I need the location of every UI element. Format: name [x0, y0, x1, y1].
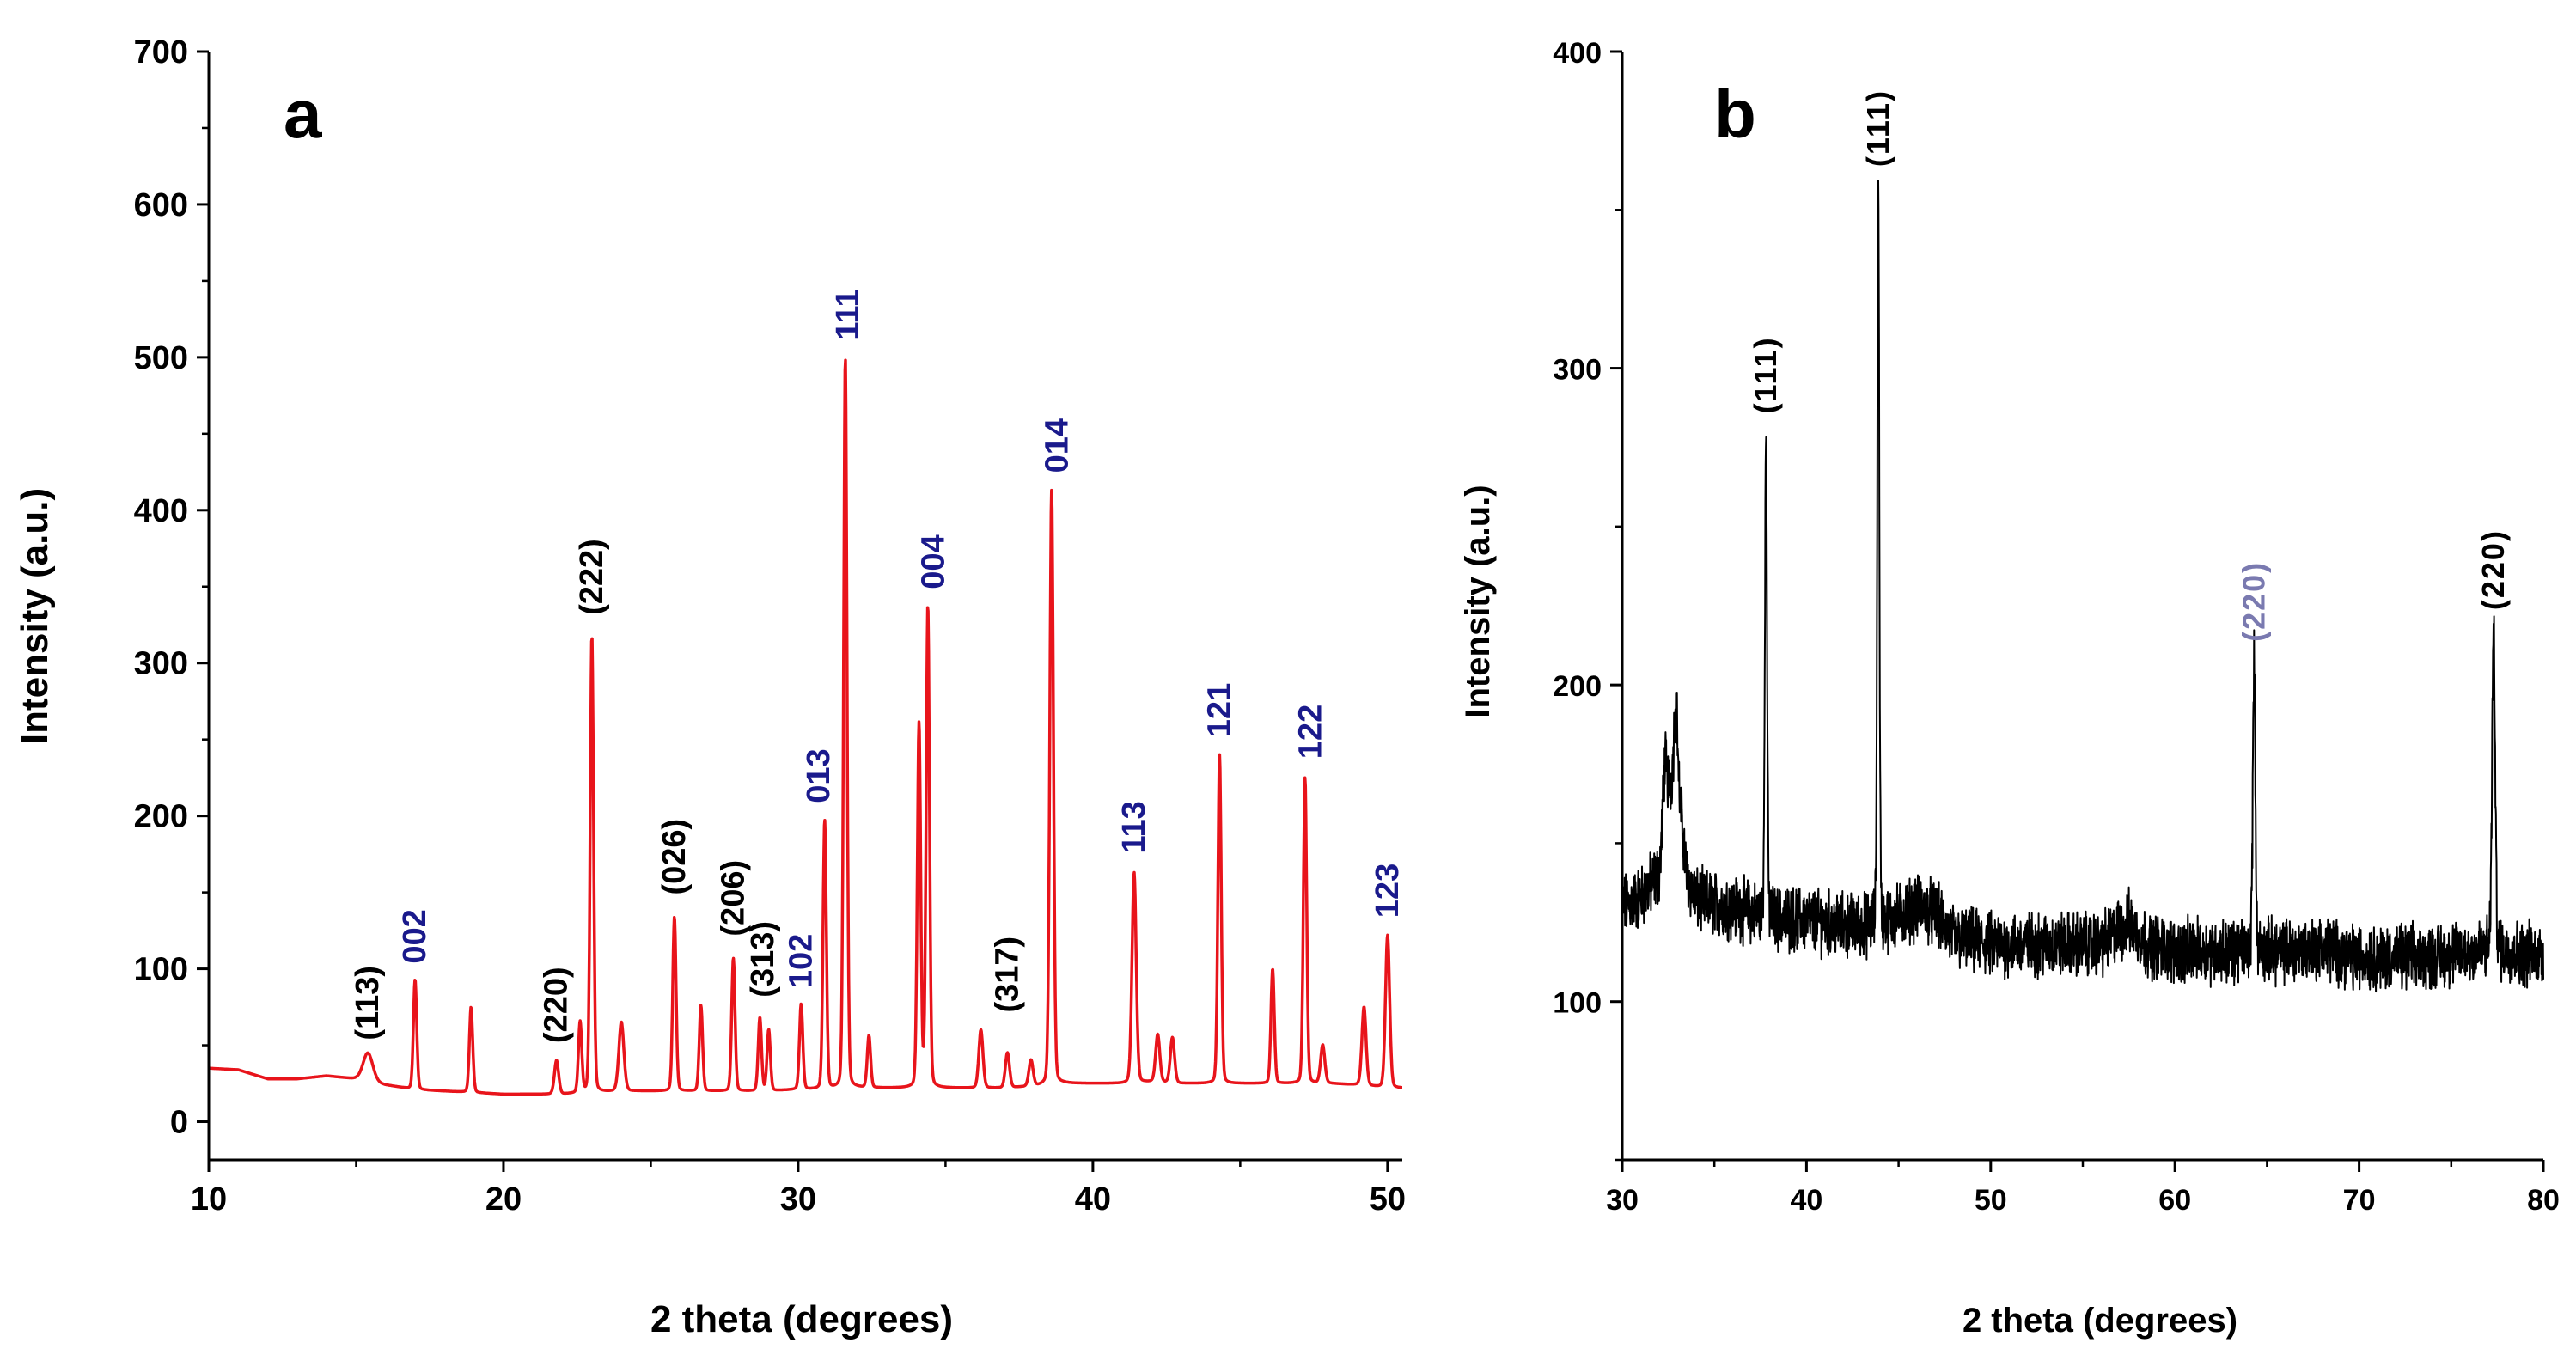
- x-axis-label-b: 2 theta (degrees): [1963, 1302, 2237, 1340]
- y-tick-label: 200: [1553, 670, 1602, 703]
- x-tick-label: 10: [191, 1181, 227, 1218]
- hkl-label: 014: [1040, 418, 1076, 473]
- y-tick-label: 0: [170, 1105, 188, 1141]
- y-axis-label-a: Intensity (a.u.): [14, 488, 56, 744]
- y-tick-label: 100: [1553, 987, 1602, 1020]
- hkl-label: (313): [745, 921, 781, 998]
- hkl-label: (111): [1860, 89, 1895, 167]
- y-tick-label: 100: [134, 952, 188, 988]
- xrd-curve-a: [207, 358, 1404, 1096]
- y-tick-label: 300: [1553, 354, 1602, 387]
- panel-label-b: b: [1714, 76, 1756, 152]
- chart-panel-a: a (113)002(220)(222)(026)(206)(313) 10201…: [14, 34, 1406, 1340]
- hkl-label: 122: [1293, 705, 1329, 759]
- hkl-label: 121: [1201, 683, 1237, 737]
- y-tick-label: 600: [134, 187, 188, 223]
- y-tick-label: 700: [134, 34, 188, 70]
- y-tick-label: 400: [1553, 37, 1602, 70]
- x-tick-label: 20: [485, 1181, 522, 1218]
- hkl-label: (222): [574, 539, 610, 615]
- x-tick-label: 40: [1075, 1181, 1111, 1218]
- hkl-label: (206): [716, 860, 752, 937]
- hkl-label: 013: [801, 748, 837, 803]
- hkl-label: 002: [397, 909, 433, 963]
- hkl-label: (220): [2475, 529, 2511, 610]
- hkl-label: (220): [2236, 561, 2271, 642]
- x-tick-label: 50: [1370, 1181, 1406, 1218]
- y-tick-label: 400: [134, 493, 188, 529]
- x-tick-label: 30: [780, 1181, 816, 1218]
- hkl-label: (220): [539, 967, 575, 1043]
- x-tick-label: 70: [2343, 1184, 2376, 1217]
- xrd-curve-b: [1621, 180, 2544, 993]
- hkl-label: 123: [1370, 864, 1406, 918]
- hkl-label: (026): [656, 819, 693, 895]
- hkl-label: (113): [350, 966, 386, 1041]
- hkl-annotations-a: (113) 002 (220) (222) (026) (206)(313) 102 013 1…: [350, 289, 1406, 1043]
- x-tick-label: 60: [2158, 1184, 2191, 1217]
- panel-label-a: a: [284, 76, 322, 152]
- y-tick-label: 200: [134, 799, 188, 835]
- hkl-label: 102: [783, 934, 819, 988]
- hkl-annotations-b: (111) (111) (220) (220): [1748, 89, 2511, 642]
- hkl-label: (111): [1748, 336, 1783, 413]
- chart-panel-b: b (111) (111) (220) (220) 30 40 50 60 70 80 100 20…: [1459, 37, 2560, 1340]
- hkl-label: 111: [830, 289, 866, 339]
- hkl-label: 004: [916, 534, 952, 589]
- x-tick-label: 30: [1606, 1184, 1639, 1217]
- x-tick-label: 80: [2527, 1184, 2560, 1217]
- axes-b: 30 40 50 60 70 80 100 200 300 400: [1553, 37, 2560, 1217]
- y-tick-label: 500: [134, 340, 188, 376]
- hkl-label: (317): [989, 937, 1025, 1013]
- x-tick-label: 50: [1975, 1184, 2007, 1217]
- x-tick-label: 40: [1790, 1184, 1822, 1217]
- y-tick-label: 300: [134, 646, 188, 682]
- hkl-label: 113: [1116, 801, 1152, 853]
- x-axis-label-a: 2 theta (degrees): [650, 1298, 953, 1340]
- y-axis-label-b: Intensity (a.u.): [1459, 485, 1497, 717]
